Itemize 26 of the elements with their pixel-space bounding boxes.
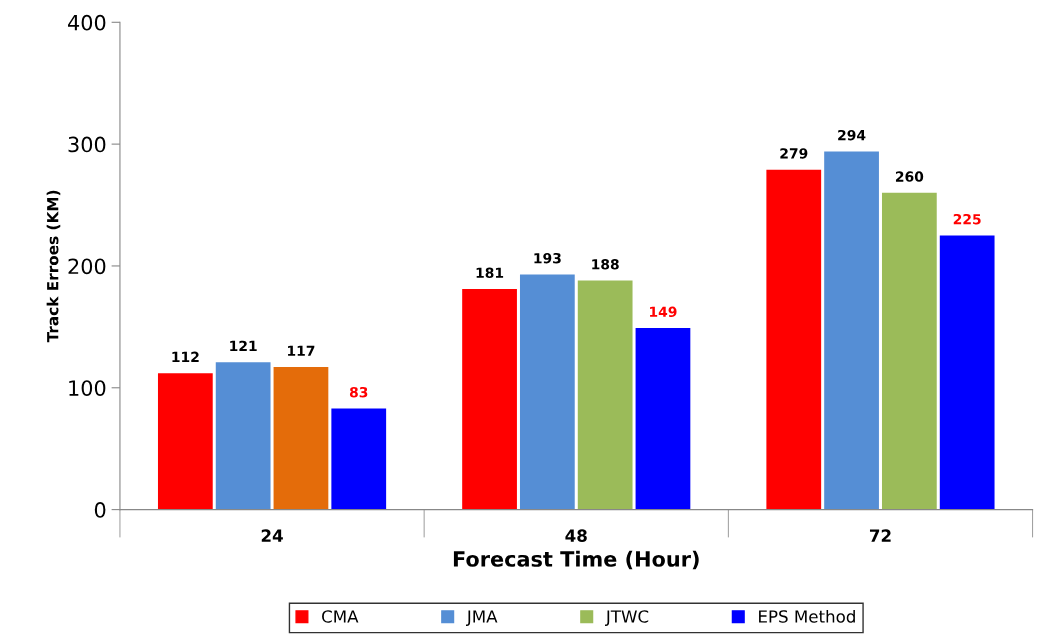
- legend-label: JMA: [466, 610, 498, 626]
- x-axis-title: Forecast Time (Hour): [453, 550, 699, 570]
- x-tick-label: 48: [565, 529, 587, 542]
- data-label: 117: [288, 345, 315, 356]
- y-tick-label: 200: [68, 258, 106, 275]
- data-label: 112: [172, 351, 199, 362]
- x-tick-label: 72: [869, 529, 891, 542]
- y-tick-label: 100: [69, 380, 106, 396]
- data-label: 149: [650, 306, 677, 318]
- data-label: 121: [230, 340, 257, 351]
- legend-label: CMA: [322, 610, 359, 623]
- x-tick-label: 24: [261, 529, 283, 542]
- data-label: 225: [953, 213, 981, 225]
- data-label: 193: [534, 252, 561, 264]
- legend-label: EPS Method: [759, 609, 855, 623]
- data-label: 279: [780, 148, 808, 159]
- y-axis-title: Track Erroes (KM): [46, 190, 61, 343]
- data-label: 260: [895, 171, 924, 182]
- data-label: 294: [838, 129, 866, 141]
- data-label: 181: [476, 267, 504, 279]
- y-tick-label: 300: [68, 136, 106, 153]
- legend-label: JTWC: [605, 610, 649, 626]
- y-tick-label: 400: [68, 14, 106, 31]
- y-tick-label: 0: [94, 502, 106, 518]
- data-label: 188: [592, 259, 619, 270]
- data-label: 83: [349, 386, 368, 398]
